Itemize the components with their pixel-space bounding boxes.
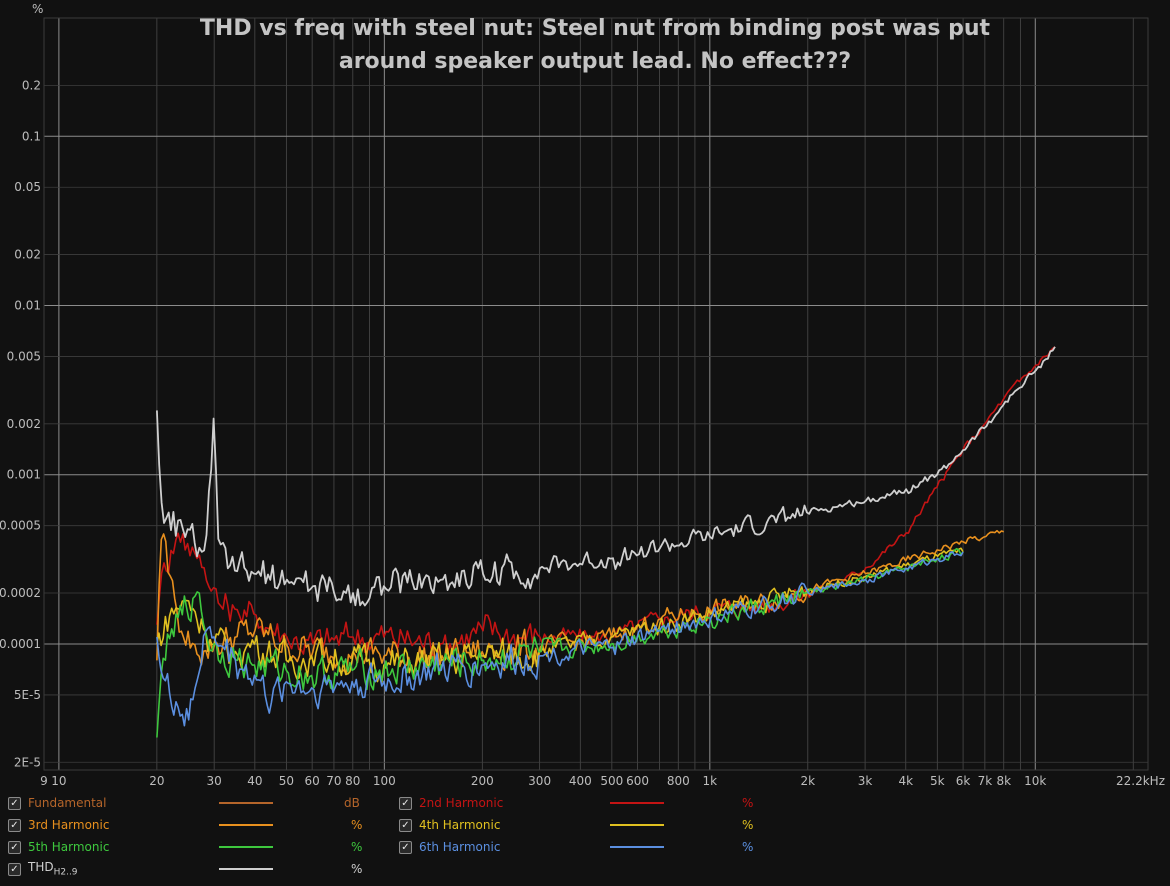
x-tick-label: 20 bbox=[149, 774, 164, 788]
x-tick-label: 5k bbox=[930, 774, 945, 788]
checkbox-6th-harmonic[interactable]: ✓ bbox=[399, 840, 412, 854]
legend-unit-4th-harmonic: % bbox=[742, 818, 754, 832]
y-tick-label: 5E-5 bbox=[14, 688, 41, 702]
y-tick-label: 0.002 bbox=[7, 417, 41, 431]
legend-unit-fundamental: dB bbox=[344, 796, 360, 810]
checkbox-2nd-harmonic[interactable]: ✓ bbox=[399, 796, 412, 810]
legend-label-thd: THDH2..9 bbox=[28, 860, 78, 877]
y-tick-label: 0.005 bbox=[7, 349, 41, 363]
checkbox-3rd-harmonic[interactable]: ✓ bbox=[8, 818, 21, 832]
x-tick-label: 50 bbox=[279, 774, 294, 788]
y-tick-label: 0.0001 bbox=[0, 637, 41, 651]
legend-unit-6th-harmonic: % bbox=[742, 840, 754, 854]
legend-swatch-2nd-harmonic bbox=[610, 802, 664, 804]
x-tick-label: 22.2kHz bbox=[1116, 774, 1165, 788]
legend-unit-5th-harmonic: % bbox=[351, 840, 363, 854]
x-tick-labels: 9 10 20 30 40 50 60 70 80 100 200 300 400 500 600 800 1k… bbox=[40, 774, 1165, 788]
legend-item-thd[interactable]: ✓ THDH2..9 % bbox=[8, 859, 368, 879]
legend-item-3rd-harmonic[interactable]: ✓ 3rd Harmonic % bbox=[8, 815, 368, 835]
legend-swatch-fundamental bbox=[219, 802, 273, 804]
x-tick-label: 2k bbox=[800, 774, 815, 788]
legend-swatch-thd bbox=[219, 868, 273, 870]
series-group bbox=[156, 346, 1056, 738]
x-tick-label: 40 bbox=[247, 774, 262, 788]
y-unit-label: % bbox=[32, 2, 43, 16]
y-tick-label: 0.02 bbox=[14, 248, 41, 262]
checkbox-5th-harmonic[interactable]: ✓ bbox=[8, 840, 21, 854]
y-tick-label: 0.1 bbox=[22, 129, 41, 143]
x-tick-label: 4k bbox=[898, 774, 913, 788]
legend-label-3rd-harmonic: 3rd Harmonic bbox=[28, 818, 110, 832]
legend-item-5th-harmonic[interactable]: ✓ 5th Harmonic % bbox=[8, 837, 368, 857]
y-tick-label: 2E-5 bbox=[14, 755, 41, 769]
x-tick-label: 30 bbox=[207, 774, 222, 788]
checkbox-fundamental[interactable]: ✓ bbox=[8, 796, 21, 810]
legend-swatch-4th-harmonic bbox=[610, 824, 664, 826]
y-tick-label: 0.05 bbox=[14, 180, 41, 194]
legend-label-4th-harmonic: 4th Harmonic bbox=[419, 818, 501, 832]
plot-border bbox=[43, 17, 1149, 771]
legend-item-fundamental[interactable]: ✓ Fundamental dB bbox=[8, 793, 368, 813]
chart-title-line-2: around speaker output lead. No effect??? bbox=[339, 49, 851, 74]
x-tick-label: 8k bbox=[996, 774, 1011, 788]
x-tick-label: 10 bbox=[51, 774, 66, 788]
legend-unit-thd: % bbox=[351, 862, 363, 876]
x-tick-label: 10k bbox=[1024, 774, 1046, 788]
x-tick-label: 300 bbox=[528, 774, 551, 788]
y-tick-label: 0.0005 bbox=[0, 519, 41, 533]
checkbox-4th-harmonic[interactable]: ✓ bbox=[399, 818, 412, 832]
y-tick-label: 0.01 bbox=[14, 299, 41, 313]
x-tick-label: 60 bbox=[305, 774, 320, 788]
x-tick-label: 200 bbox=[471, 774, 494, 788]
x-tick-label: 600 bbox=[626, 774, 649, 788]
legend: ✓ Fundamental dB ✓ 2nd Harmonic % ✓ 3rd … bbox=[0, 792, 1170, 886]
series-line-6th-harmonic bbox=[156, 551, 964, 727]
x-tick-label: 9 bbox=[40, 774, 48, 788]
legend-unit-3rd-harmonic: % bbox=[351, 818, 363, 832]
y-tick-label: 0.001 bbox=[7, 468, 41, 482]
x-tick-label: 6k bbox=[956, 774, 971, 788]
x-tick-label: 500 bbox=[600, 774, 623, 788]
thd-chart: 0.2 0.1 0.05 0.02 0.01 0.005 0.002 0.001 0.0005 0… bbox=[0, 2, 1165, 788]
legend-swatch-3rd-harmonic bbox=[219, 824, 273, 826]
x-tick-label: 7k bbox=[978, 774, 993, 788]
x-tick-label: 1k bbox=[703, 774, 718, 788]
legend-unit-2nd-harmonic: % bbox=[742, 796, 754, 810]
y-tick-labels: 0.2 0.1 0.05 0.02 0.01 0.005 0.002 0.001 0.0005 0… bbox=[0, 78, 41, 769]
x-tick-label: 800 bbox=[667, 774, 690, 788]
x-tick-label: 70 bbox=[326, 774, 341, 788]
legend-label-2nd-harmonic: 2nd Harmonic bbox=[419, 796, 504, 810]
x-tick-label: 80 bbox=[345, 774, 360, 788]
y-tick-label: 0.2 bbox=[22, 78, 41, 92]
chart-title-line-1: THD vs freq with steel nut: Steel nut fr… bbox=[200, 16, 991, 41]
legend-item-6th-harmonic[interactable]: ✓ 6th Harmonic % bbox=[399, 837, 759, 857]
x-tick-label: 3k bbox=[858, 774, 873, 788]
legend-label-thd-sub: H2..9 bbox=[53, 867, 78, 878]
x-tick-label: 100 bbox=[373, 774, 396, 788]
y-tick-label: 0.0002 bbox=[0, 586, 41, 600]
legend-item-2nd-harmonic[interactable]: ✓ 2nd Harmonic % bbox=[399, 793, 759, 813]
legend-swatch-5th-harmonic bbox=[219, 846, 273, 848]
checkbox-thd[interactable]: ✓ bbox=[8, 862, 21, 876]
legend-label-6th-harmonic: 6th Harmonic bbox=[419, 840, 501, 854]
legend-label-fundamental: Fundamental bbox=[28, 796, 107, 810]
legend-item-4th-harmonic[interactable]: ✓ 4th Harmonic % bbox=[399, 815, 759, 835]
legend-label-5th-harmonic: 5th Harmonic bbox=[28, 840, 110, 854]
x-tick-label: 400 bbox=[569, 774, 592, 788]
plot-area bbox=[44, 18, 1148, 770]
series-line-2nd-harmonic bbox=[156, 346, 1056, 662]
legend-label-thd-main: THD bbox=[28, 860, 54, 875]
legend-swatch-6th-harmonic bbox=[610, 846, 664, 848]
series-line-thd bbox=[156, 346, 1056, 607]
